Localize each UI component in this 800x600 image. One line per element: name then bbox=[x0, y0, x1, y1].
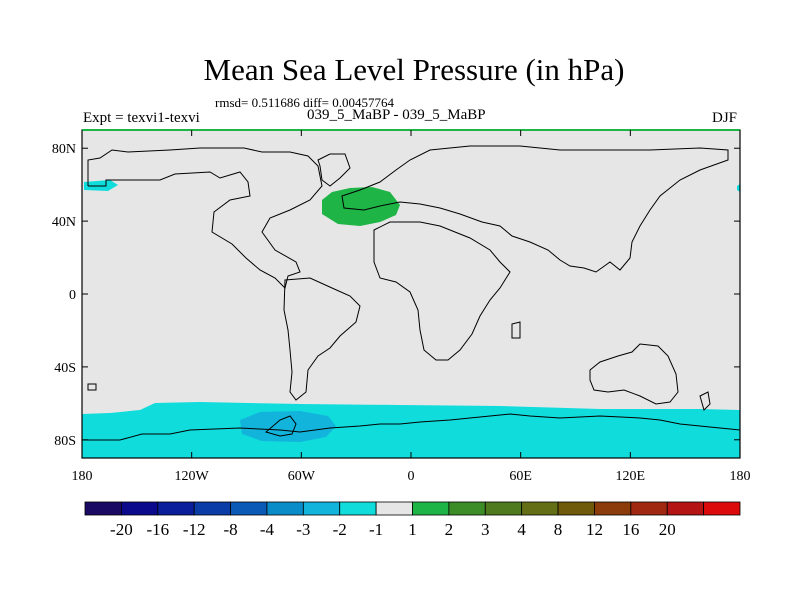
coast-greenland bbox=[317, 153, 351, 187]
lat-tick-label-3: 40S bbox=[54, 361, 76, 376]
experiment-label: Expt = texvi1-texvi bbox=[83, 110, 200, 126]
coast-antarctic-peninsula bbox=[264, 415, 297, 437]
colorbar-label-3: -8 bbox=[223, 520, 237, 539]
lat-tick-label-4: 80S bbox=[54, 434, 76, 449]
green-positive-europe bbox=[322, 187, 400, 226]
colorbar: -20 -16 -12 -8 -4 -3 -2 -1 1 2 3 4 8 12 16 20 bbox=[84, 501, 741, 539]
colorbar-swatch-1 bbox=[120, 501, 159, 516]
coast-africa bbox=[373, 221, 511, 361]
colorbar-swatch-14 bbox=[594, 501, 632, 516]
colorbar-label-5: -3 bbox=[296, 520, 310, 539]
colorbar-label-6: -2 bbox=[333, 520, 347, 539]
colorbar-swatch-17 bbox=[703, 501, 741, 516]
lon-tick-label-6: 180 bbox=[730, 469, 751, 484]
page-title: Mean Sea Level Pressure (in hPa) bbox=[203, 52, 625, 87]
colorbar-label-14: 16 bbox=[622, 520, 639, 539]
colorbar-swatch-10 bbox=[448, 501, 486, 516]
lon-tick-label-3: 0 bbox=[408, 469, 415, 484]
colorbar-label-8: 1 bbox=[408, 520, 417, 539]
cyan-band-southern-ocean bbox=[82, 402, 740, 458]
lon-tick-label-5: 120E bbox=[616, 469, 646, 484]
colorbar-swatch-5 bbox=[266, 501, 304, 516]
coast-new-zealand bbox=[699, 391, 711, 411]
coast-north-america bbox=[87, 147, 323, 289]
lat-tick-label-1: 40N bbox=[52, 215, 76, 230]
coastlines bbox=[82, 145, 741, 441]
colorbar-swatch-6 bbox=[302, 501, 341, 516]
lat-tick-label-0: 80N bbox=[52, 142, 76, 157]
coast-small-island bbox=[87, 383, 97, 391]
season-label: DJF bbox=[712, 110, 738, 126]
colorbar-label-13: 12 bbox=[586, 520, 603, 539]
coast-south-america bbox=[283, 277, 361, 401]
colorbar-swatch-9 bbox=[412, 501, 450, 516]
lon-tick-label-1: 120W bbox=[175, 469, 210, 484]
colorbar-label-10: 3 bbox=[481, 520, 490, 539]
blue-patch-south-pacific bbox=[240, 411, 336, 442]
colorbar-swatch-11 bbox=[484, 501, 523, 516]
lon-tick-label-2: 60W bbox=[288, 469, 316, 484]
colorbar-swatch-8 bbox=[375, 501, 413, 516]
axis-ticks: 80N 40N 0 40S 80S 180 120W 60W 0 60E 120E 180 bbox=[52, 130, 751, 484]
colorbar-label-12: 8 bbox=[554, 520, 563, 539]
colorbar-label-11: 4 bbox=[517, 520, 526, 539]
colorbar-swatch-12 bbox=[521, 501, 559, 516]
anomaly-fields bbox=[82, 180, 740, 458]
lon-tick-label-4: 60E bbox=[509, 469, 532, 484]
colorbar-swatch-4 bbox=[230, 501, 268, 516]
colorbar-swatch-2 bbox=[157, 501, 195, 516]
colorbar-swatch-3 bbox=[193, 501, 231, 516]
colorbar-swatch-7 bbox=[339, 501, 377, 516]
colorbar-label-15: 20 bbox=[659, 520, 676, 539]
case-label: 039_5_MaBP - 039_5_MaBP bbox=[307, 107, 486, 123]
cyan-patch-northeast bbox=[737, 184, 740, 192]
lat-tick-label-2: 0 bbox=[69, 288, 76, 303]
colorbar-label-4: -4 bbox=[260, 520, 275, 539]
colorbar-swatch-15 bbox=[630, 501, 668, 516]
colorbar-label-1: -16 bbox=[146, 520, 169, 539]
stats-label: rmsd= 0.511686 diff= 0.00457764 bbox=[215, 95, 394, 110]
colorbar-label-0: -20 bbox=[110, 520, 133, 539]
colorbar-swatch-13 bbox=[557, 501, 595, 516]
coast-antarctica bbox=[82, 413, 741, 441]
colorbar-swatch-0 bbox=[84, 501, 122, 516]
coast-madagascar bbox=[511, 321, 521, 339]
colorbar-swatch-16 bbox=[666, 501, 705, 516]
coast-europe-asia bbox=[341, 145, 729, 273]
colorbar-label-7: -1 bbox=[369, 520, 383, 539]
coast-australia bbox=[589, 343, 679, 405]
colorbar-label-2: -12 bbox=[183, 520, 206, 539]
colorbar-label-9: 2 bbox=[445, 520, 454, 539]
lon-tick-label-0: 180 bbox=[72, 469, 93, 484]
